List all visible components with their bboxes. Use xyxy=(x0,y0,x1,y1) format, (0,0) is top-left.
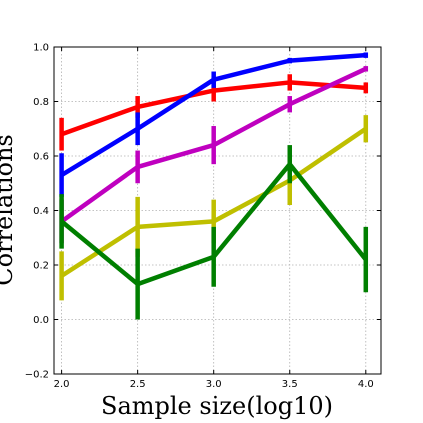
axis-ticks xyxy=(54,46,381,375)
x-tick-label: 2.5 xyxy=(130,379,146,390)
series-2 xyxy=(59,52,369,197)
y-tick-label: 0.8 xyxy=(33,97,49,108)
x-tick-label: 2.0 xyxy=(54,379,70,390)
x-tick-label: 3.5 xyxy=(282,379,298,390)
x-tick-label: 3.0 xyxy=(206,379,222,390)
series-5 xyxy=(59,145,369,320)
x-axis-label: Sample size(log10) xyxy=(101,392,333,420)
y-tick-label: 0.0 xyxy=(33,315,49,326)
y-axis-label: Correlations xyxy=(0,134,18,286)
y-tick-label: 1.0 xyxy=(33,43,49,54)
y-tick-labels: −0.2 0.0 0.2 0.4 0.6 0.8 1.0 xyxy=(25,43,49,381)
grid-lines xyxy=(54,47,381,374)
x-tick-labels: 2.0 2.5 3.0 3.5 4.0 xyxy=(54,379,374,390)
y-tick-label: 0.2 xyxy=(33,261,49,272)
series-layer xyxy=(59,52,369,320)
x-tick-label: 4.0 xyxy=(358,379,374,390)
y-tick-label: 0.6 xyxy=(33,152,49,163)
y-tick-label: 0.4 xyxy=(33,206,49,217)
y-tick-label: −0.2 xyxy=(25,370,49,381)
